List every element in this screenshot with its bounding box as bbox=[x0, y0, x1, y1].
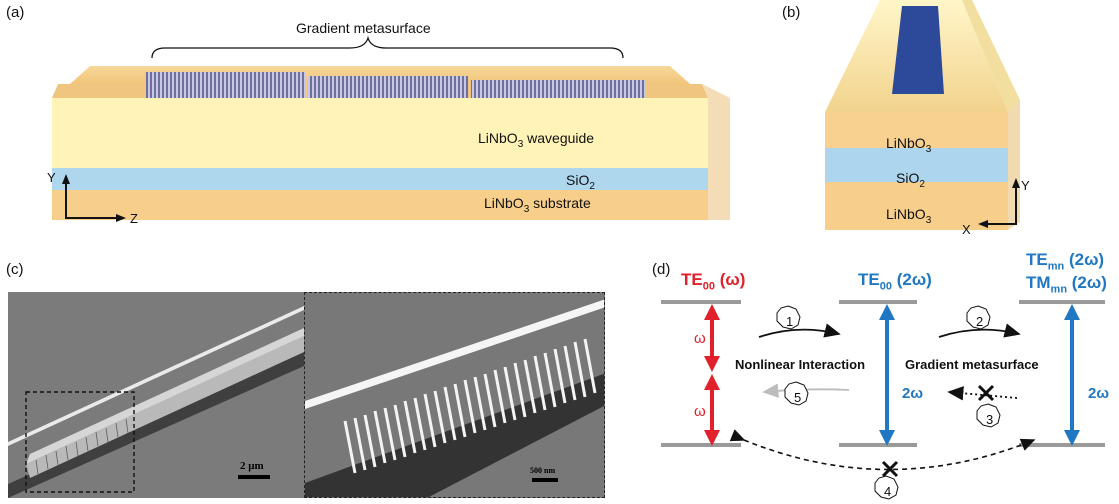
two-omega-right: 2ω bbox=[1088, 385, 1110, 402]
blue-2omega-arrows bbox=[879, 304, 1080, 446]
grating-top-b bbox=[892, 6, 944, 94]
label-nonlinear-interaction: Nonlinear Interaction bbox=[735, 357, 866, 372]
scale-label-right: 500 nm bbox=[530, 466, 556, 475]
step-5: 5 bbox=[794, 390, 802, 405]
label-linbo3-substrate: LiNbO3 substrate bbox=[484, 195, 591, 215]
cross-mark-4 bbox=[881, 460, 899, 478]
axes-b bbox=[978, 178, 1020, 228]
linbo3-top-b bbox=[825, 112, 1008, 148]
sem-image-zoom bbox=[304, 292, 605, 498]
level-label-te00-2omega: TE00 (2ω) bbox=[858, 270, 932, 293]
panel-a-waveguide-illustration bbox=[52, 36, 730, 220]
axis-y-a: Y bbox=[47, 170, 56, 185]
linbo3-bottom-b bbox=[825, 182, 1008, 230]
label-linbo3-top-b: LiNbO3 bbox=[886, 135, 932, 155]
energy-diagram bbox=[661, 300, 1105, 500]
energy-levels bbox=[661, 300, 1105, 447]
sem-image-overview bbox=[8, 292, 304, 498]
panel-b-label: (b) bbox=[782, 4, 801, 21]
metasurface-brace bbox=[151, 36, 624, 59]
axis-x-b: X bbox=[962, 222, 971, 237]
scalebar-left bbox=[238, 475, 270, 479]
level-label-temn: TEmn (2ω) bbox=[1026, 250, 1105, 273]
step-2: 2 bbox=[976, 314, 984, 329]
panel-d-label: (d) bbox=[652, 261, 671, 278]
panel-b-cross-section bbox=[825, 0, 1020, 230]
arrow-back-gray bbox=[762, 383, 850, 398]
level-label-tmmn: TMmn (2ω) bbox=[1026, 273, 1107, 296]
step-1: 1 bbox=[786, 314, 794, 329]
label-linbo3-bottom-b: LiNbO3 bbox=[886, 206, 932, 226]
red-omega-arrows bbox=[704, 304, 720, 446]
cross-mark-3 bbox=[977, 384, 995, 402]
arrow-gradient bbox=[938, 323, 1021, 338]
sio2-layer bbox=[52, 168, 708, 190]
omega-upper: ω bbox=[694, 330, 706, 347]
label-sio2-b: SiO2 bbox=[896, 170, 925, 190]
axis-z-a: Z bbox=[130, 211, 138, 226]
label-sio2-a: SiO2 bbox=[566, 172, 595, 192]
step-4: 4 bbox=[884, 484, 892, 499]
linbo3-substrate-layer bbox=[52, 190, 708, 220]
inset-marker-box bbox=[25, 391, 135, 493]
zoom-grating-fins bbox=[343, 338, 597, 474]
label-gradient-metasurface: Gradient metasurface bbox=[905, 357, 1039, 372]
panel-a-label: (a) bbox=[6, 4, 25, 21]
panel-c-label: (c) bbox=[6, 261, 24, 278]
metasurface-title: Gradient metasurface bbox=[296, 20, 431, 36]
level-label-te00-omega: TE00 (ω) bbox=[681, 270, 746, 293]
step-markers bbox=[776, 305, 1001, 500]
axes-a bbox=[62, 174, 126, 222]
omega-lower: ω bbox=[694, 403, 706, 420]
scale-label-left: 2 μm bbox=[240, 460, 264, 472]
two-omega-mid: 2ω bbox=[902, 385, 924, 402]
arrow-nonlinear bbox=[758, 323, 841, 338]
axis-y-b: Y bbox=[1021, 178, 1030, 193]
step-3: 3 bbox=[986, 412, 994, 427]
sio2-b bbox=[825, 148, 1008, 182]
arrow-blocked-3 bbox=[947, 386, 1018, 401]
label-linbo3-waveguide: LiNbO3 waveguide bbox=[478, 130, 595, 150]
linbo3-waveguide-layer bbox=[52, 98, 708, 168]
scalebar-right bbox=[532, 478, 558, 482]
